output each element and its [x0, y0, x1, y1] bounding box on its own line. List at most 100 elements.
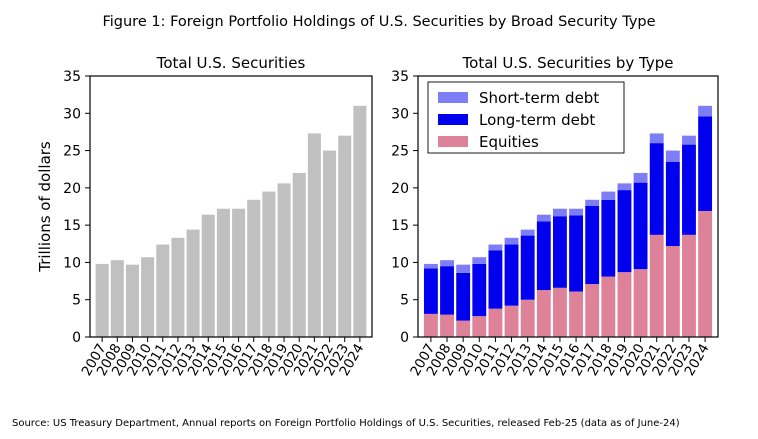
right-bar-short-term-debt-2012 — [504, 237, 519, 245]
left-bar-total-2010 — [141, 257, 155, 337]
right-bar-short-term-debt-2018 — [601, 191, 616, 200]
left-title: Total U.S. Securities — [156, 54, 306, 72]
left-bar-total-2007 — [95, 263, 109, 337]
right-bar-long-term-debt-2011 — [488, 250, 503, 309]
left-ytick-label-30: 30 — [63, 106, 81, 122]
right-bar-long-term-debt-2019 — [617, 190, 632, 273]
right-bar-equities-2024 — [698, 210, 713, 337]
left-ytick-label-5: 5 — [72, 293, 81, 309]
left-bar-total-2011 — [156, 244, 170, 337]
right-ytick-label-25: 25 — [391, 144, 409, 160]
left-ytick-label-15: 15 — [63, 218, 81, 234]
right-legend-swatch-long-term-debt — [438, 114, 468, 125]
right-legend-label-short-term-debt: Short-term debt — [479, 89, 599, 107]
right-bar-long-term-debt-2010 — [472, 263, 487, 317]
right-bar-equities-2012 — [504, 305, 519, 337]
right-ytick-label-5: 5 — [400, 293, 409, 309]
right-bar-long-term-debt-2013 — [520, 235, 535, 300]
left-bar-total-2021 — [307, 133, 321, 337]
right-bar-equities-2014 — [536, 290, 551, 337]
left-bar-total-2019 — [277, 183, 291, 337]
right-bar-short-term-debt-2023 — [682, 135, 696, 145]
right-legend-swatch-short-term-debt — [438, 92, 468, 103]
right-bar-equities-2021 — [649, 234, 664, 337]
right-bar-short-term-debt-2015 — [553, 208, 567, 217]
right-axes-frame — [417, 75, 719, 338]
left-axes-frame — [89, 75, 373, 338]
right-bar-equities-2010 — [472, 316, 487, 337]
right-bar-short-term-debt-2022 — [665, 150, 680, 162]
left-ylabel: Trillions of dollars — [36, 141, 54, 273]
right-bar-short-term-debt-2011 — [488, 244, 503, 251]
right-bar-equities-2015 — [553, 287, 567, 337]
left-ytick-label-20: 20 — [63, 181, 81, 197]
right-legend-label-equities: Equities — [479, 133, 539, 151]
right-bar-equities-2023 — [682, 234, 696, 337]
right-title: Total U.S. Securities by Type — [462, 54, 674, 72]
right-bar-short-term-debt-2020 — [633, 172, 648, 183]
left-bar-total-2018 — [262, 191, 276, 337]
right-ytick-label-0: 0 — [400, 330, 409, 346]
right-bar-short-term-debt-2019 — [617, 183, 632, 191]
left-bar-total-2014 — [201, 214, 215, 337]
left-bar-total-2024 — [353, 105, 367, 337]
right-bar-short-term-debt-2016 — [569, 208, 583, 216]
left-bar-total-2023 — [338, 135, 352, 337]
left-ytick-label-35: 35 — [63, 69, 81, 85]
right-ytick-label-15: 15 — [391, 218, 409, 234]
right-bar-long-term-debt-2012 — [504, 244, 519, 306]
right-bar-short-term-debt-2008 — [440, 260, 454, 267]
left-bar-total-2020 — [292, 172, 306, 337]
right-bar-long-term-debt-2018 — [601, 199, 616, 277]
left-bar-total-2016 — [232, 208, 246, 337]
source-note: Source: US Treasury Department, Annual r… — [12, 418, 680, 429]
left-bar-total-2012 — [171, 237, 185, 337]
right-bar-short-term-debt-2021 — [649, 133, 664, 144]
right-bar-long-term-debt-2015 — [553, 216, 567, 288]
right-bar-long-term-debt-2008 — [440, 266, 454, 315]
right-bar-short-term-debt-2007 — [423, 263, 438, 269]
right-legend-label-long-term-debt: Long-term debt — [479, 111, 595, 129]
left-bar-total-2008 — [110, 260, 124, 337]
securities-by-type-chart: Total U.S. Securities by Type 0 5 10 15 20 25 3… — [391, 54, 719, 379]
left-bar-total-2022 — [323, 150, 337, 337]
left-bar-total-2013 — [186, 229, 200, 337]
total-securities-chart: Total U.S. Securities Trillions of dollar… — [36, 54, 373, 379]
left-ytick-label-25: 25 — [63, 144, 81, 160]
right-bar-short-term-debt-2024 — [698, 105, 713, 117]
right-bar-long-term-debt-2022 — [665, 161, 680, 247]
right-bar-long-term-debt-2023 — [682, 144, 696, 235]
right-ytick-label-30: 30 — [391, 106, 409, 122]
right-bar-long-term-debt-2007 — [423, 268, 438, 314]
left-ytick-label-10: 10 — [63, 255, 81, 271]
left-bar-total-2017 — [247, 199, 261, 337]
left-ytick-label-0: 0 — [72, 330, 81, 346]
right-legend-swatch-equities — [438, 136, 468, 147]
right-bar-short-term-debt-2010 — [472, 257, 487, 264]
right-bar-equities-2013 — [520, 299, 535, 337]
right-bar-equities-2017 — [585, 284, 600, 337]
left-bar-total-2009 — [125, 264, 139, 337]
left-bar-total-2015 — [216, 208, 230, 337]
right-bar-long-term-debt-2009 — [456, 272, 471, 321]
right-bar-equities-2022 — [665, 246, 680, 337]
right-bar-equities-2019 — [617, 272, 632, 337]
right-bar-equities-2018 — [601, 276, 616, 337]
right-bar-long-term-debt-2020 — [633, 182, 648, 270]
right-bar-long-term-debt-2024 — [698, 116, 713, 211]
right-bar-equities-2020 — [633, 269, 648, 337]
right-bar-short-term-debt-2017 — [585, 199, 600, 206]
figure-title: Figure 1: Foreign Portfolio Holdings of … — [102, 14, 656, 30]
right-bar-long-term-debt-2016 — [569, 215, 583, 292]
right-bar-long-term-debt-2021 — [649, 143, 664, 235]
right-bar-short-term-debt-2013 — [520, 229, 535, 236]
right-bar-long-term-debt-2017 — [585, 205, 600, 285]
right-bar-equities-2011 — [488, 308, 503, 337]
right-bar-short-term-debt-2014 — [536, 214, 551, 222]
right-ytick-label-10: 10 — [391, 255, 409, 271]
right-bar-long-term-debt-2014 — [536, 221, 551, 291]
right-ytick-label-20: 20 — [391, 181, 409, 197]
right-bar-equities-2008 — [440, 314, 454, 337]
right-bar-short-term-debt-2009 — [456, 264, 471, 273]
